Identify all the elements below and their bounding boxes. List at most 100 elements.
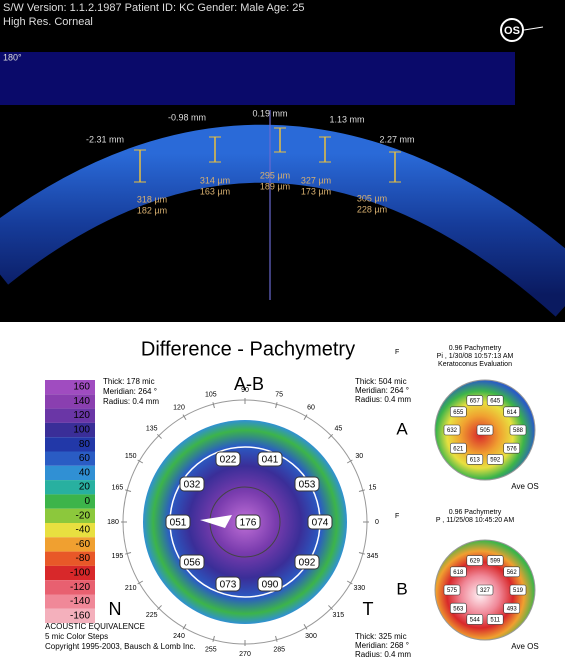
zone-box [466, 454, 484, 465]
dial-tick [346, 580, 353, 585]
zone-value: 645 [490, 399, 501, 405]
scale-label: -160 [70, 610, 90, 621]
scale-swatch [45, 508, 95, 523]
angle-label: 345 [367, 553, 379, 560]
zone-box [165, 514, 191, 530]
scale-label: 160 [73, 382, 90, 393]
scale-swatch [45, 565, 95, 581]
cursor-info: Thick: 325 mic [355, 632, 407, 641]
scale-label: -100 [70, 568, 90, 579]
scale-label: 40 [79, 467, 91, 478]
thickness-label: 189 µm [260, 181, 290, 191]
zone-box [450, 442, 467, 454]
zone-box [476, 584, 494, 596]
angle-label: 270 [239, 651, 251, 658]
cursor-info: Meridian: 268 ° [355, 641, 409, 650]
scale-label: 100 [73, 425, 90, 436]
thickness-label: 327 µm [301, 175, 331, 185]
dial-tick [125, 552, 132, 555]
zone-box [450, 566, 467, 578]
scale-swatch [45, 494, 95, 509]
scan-info: S/W Version: 1.1.2.1987 Patient ID: KC G… [3, 2, 304, 14]
scale-label: 80 [79, 439, 91, 450]
cornea [0, 124, 565, 317]
zone-value: 056 [184, 558, 201, 569]
angle-label: 30 [355, 453, 363, 460]
zone-box [294, 476, 320, 492]
zone-value: 074 [312, 518, 329, 529]
scale-label: 20 [79, 482, 91, 493]
zone-box [257, 451, 283, 467]
zone-value: 041 [262, 455, 279, 466]
zone-value: 053 [299, 480, 316, 491]
dial-tick [137, 459, 144, 464]
zone-value: 090 [262, 580, 279, 591]
scale-label: -20 [76, 510, 91, 521]
thickness-label: 318 µm [137, 194, 167, 204]
temporal-label: T [363, 599, 374, 619]
dial-tick [303, 623, 308, 630]
scale-swatch [45, 451, 95, 466]
zone-box [179, 476, 205, 492]
dial-tick [156, 433, 162, 439]
dial-tick [328, 605, 334, 611]
scale-swatch [45, 551, 95, 566]
angle-label: 60 [307, 405, 315, 412]
zone-box [466, 395, 484, 406]
dial-tick [358, 552, 365, 555]
scale-label: 120 [73, 410, 90, 421]
artifact [200, 515, 232, 528]
zone-value: 621 [453, 446, 464, 452]
zone-box [307, 514, 333, 530]
zone-box [466, 614, 484, 625]
scale-swatch [45, 465, 95, 481]
angle-label: 165 [112, 485, 124, 492]
position-label: -0.98 mm [168, 112, 206, 122]
zone-box [509, 424, 527, 436]
zone-value: 562 [507, 570, 518, 576]
thickness-label: 173 µm [301, 186, 331, 196]
scale-label: 0 [84, 496, 90, 507]
zone-value: 032 [184, 480, 201, 491]
zone-box [476, 424, 494, 436]
position-label: -2.31 mm [86, 134, 124, 144]
cursor-info: Thick: 504 mic [355, 377, 407, 386]
zone-value: 576 [507, 446, 518, 452]
angle-label: 105 [205, 391, 217, 398]
zone-value: 511 [490, 618, 500, 624]
map-header: Keratoconus Evaluation [438, 361, 512, 368]
zone-value: 614 [507, 410, 518, 416]
zone-box [257, 576, 283, 592]
dial-tick [275, 402, 278, 409]
angle-label: 300 [305, 633, 317, 640]
zone-box [466, 555, 484, 566]
dial-tick [212, 402, 215, 409]
angle-label: 285 [273, 646, 285, 653]
zone-value: 092 [299, 558, 316, 569]
scale-swatch [45, 437, 95, 452]
scale-swatch [45, 380, 95, 395]
dial-tick [125, 489, 132, 492]
footer-text: Copyright 1995-2003, Bausch & Lomb Inc. [45, 642, 196, 651]
zone-value: 519 [513, 588, 524, 594]
scale-label: -40 [76, 525, 91, 536]
footer-text: 5 mic Color Steps [45, 632, 108, 641]
dial-tick [303, 414, 308, 421]
zone-box [450, 602, 467, 614]
angle-label: 15 [369, 485, 377, 492]
scale-swatch [45, 580, 95, 595]
zone-value: 618 [453, 570, 464, 576]
angle-label: 240 [173, 633, 185, 640]
angle-label: 210 [125, 585, 137, 592]
position-label: 1.13 mm [329, 114, 364, 124]
scan-band [0, 52, 515, 105]
zone-box [215, 576, 241, 592]
dial-tick [182, 414, 187, 421]
cursor-info: Meridian: 264 ° [103, 387, 157, 396]
scale-label: 140 [73, 396, 90, 407]
dial-tick [212, 635, 215, 642]
dial-tick [358, 489, 365, 492]
flag: F [395, 513, 399, 520]
